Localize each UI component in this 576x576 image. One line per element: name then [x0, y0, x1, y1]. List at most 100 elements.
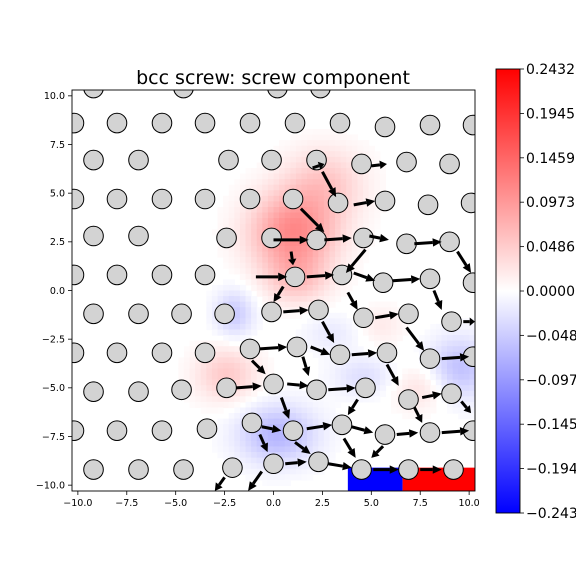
heatmap-cell [458, 362, 465, 370]
heatmap-cell [279, 179, 286, 186]
atom-marker [306, 379, 327, 401]
heatmap-cell [290, 173, 297, 180]
heatmap-cell [301, 134, 308, 141]
colorbar-tick-label: −0.048 [526, 328, 576, 344]
heatmap-cell [245, 290, 252, 297]
heatmap-cell [262, 357, 269, 364]
heatmap-cell [284, 468, 291, 475]
atom-marker [151, 342, 173, 364]
heatmap-cell [228, 251, 235, 258]
heatmap-cell [273, 290, 280, 297]
heatmap-cell [284, 457, 291, 464]
heatmap-cell [183, 368, 191, 375]
heatmap-cell [206, 385, 213, 392]
heatmap-cell [284, 179, 291, 186]
heatmap-cell [335, 173, 342, 180]
heatmap-cell [329, 290, 336, 297]
heatmap-cell [357, 173, 364, 180]
heatmap-cell [262, 479, 269, 487]
heatmap-cell [262, 190, 269, 197]
heatmap-cell [396, 407, 403, 414]
heatmap-cell [223, 368, 230, 375]
heatmap-cell [279, 206, 286, 214]
heatmap-cell [223, 284, 230, 292]
heatmap-cell [223, 257, 230, 264]
atom-marker [306, 229, 327, 251]
heatmap-cell [245, 223, 252, 230]
heatmap-cell [318, 251, 325, 258]
heatmap-cell [329, 340, 336, 347]
heatmap-cell [234, 329, 241, 336]
heatmap-cell [223, 396, 230, 403]
heatmap-cell [234, 424, 241, 431]
heatmap-cell [251, 284, 258, 292]
heatmap-cell [239, 407, 247, 414]
heatmap-cell [234, 446, 241, 453]
heatmap-cell [290, 156, 297, 163]
heatmap-cell [307, 195, 314, 202]
heatmap-cell [335, 257, 342, 264]
heatmap-cell [452, 368, 459, 375]
atom-marker [284, 112, 306, 134]
heatmap-cell [329, 368, 336, 375]
heatmap-cell [234, 184, 241, 191]
heatmap-cell [206, 312, 213, 319]
heatmap-cell [374, 340, 381, 347]
heatmap-cell [195, 390, 202, 397]
heatmap-cell [441, 335, 448, 342]
heatmap-cell [267, 257, 275, 264]
heatmap-cell [430, 340, 437, 347]
heatmap-cell [323, 346, 331, 353]
heatmap-cell [262, 184, 269, 191]
heatmap-cell [234, 362, 241, 370]
heatmap-cell [273, 145, 280, 152]
heatmap-cell [307, 167, 314, 175]
heatmap-cell [245, 218, 252, 225]
heatmap-cell [228, 223, 235, 230]
heatmap-cell [335, 134, 342, 141]
heatmap-cell [290, 296, 297, 303]
heatmap-cell [402, 407, 409, 414]
heatmap-cell [323, 212, 331, 219]
heatmap-cell [301, 156, 308, 163]
heatmap-cell [284, 218, 291, 225]
heatmap-cell [290, 212, 297, 219]
heatmap-cell [256, 257, 263, 264]
heatmap-cell [452, 407, 459, 414]
heatmap-cell [463, 323, 471, 331]
heatmap-cell [368, 362, 375, 370]
heatmap-cell [463, 413, 471, 420]
heatmap-cell [211, 357, 219, 364]
heatmap-cell [189, 346, 196, 353]
heatmap-cell [357, 218, 364, 225]
heatmap-cell [318, 268, 325, 275]
heatmap-cell [206, 379, 213, 386]
heatmap-cell [211, 374, 219, 381]
x-tick-label: 10.0 [459, 498, 480, 509]
heatmap-cell [217, 251, 224, 258]
displacement-arrow [369, 234, 389, 243]
heatmap-cell [301, 279, 308, 286]
heatmap-cell [469, 385, 475, 392]
heatmap-cell [223, 195, 230, 202]
heatmap-cell [228, 440, 235, 448]
heatmap-cell [323, 418, 331, 425]
displacement-arrow [414, 238, 442, 247]
heatmap-cell [290, 140, 297, 147]
heatmap-cell [463, 396, 471, 403]
displacement-arrow [306, 422, 333, 431]
heatmap-cell [307, 245, 314, 253]
heatmap-cell [217, 374, 224, 381]
heatmap-cell [458, 368, 465, 375]
heatmap-cell [256, 179, 263, 186]
heatmap-cell [307, 279, 314, 286]
heatmap-cell [374, 173, 381, 180]
heatmap-cell [273, 446, 280, 453]
heatmap-cell [447, 346, 454, 353]
heatmap-cell [251, 312, 258, 319]
heatmap-cell [312, 206, 319, 214]
heatmap-cell [284, 262, 291, 269]
heatmap-cell [284, 440, 291, 448]
heatmap-cell [256, 413, 263, 420]
heatmap-cell [195, 340, 202, 347]
